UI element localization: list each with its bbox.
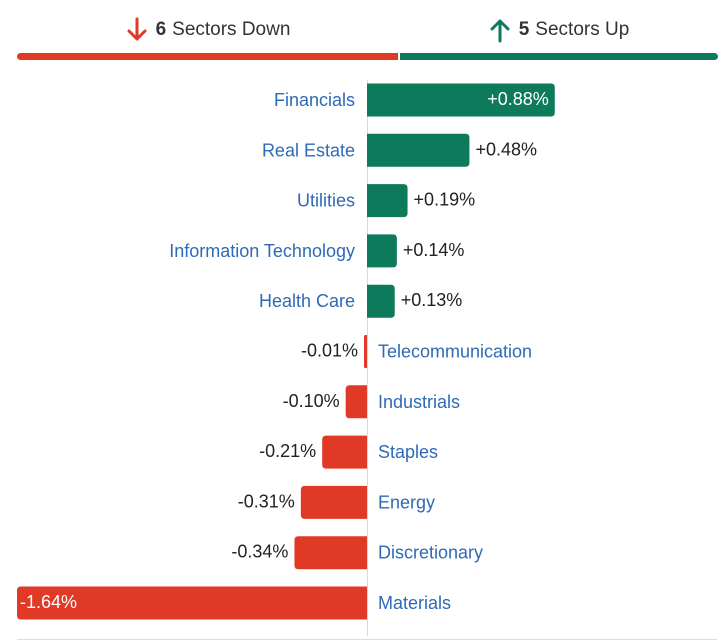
category-label: Health Care: [259, 291, 355, 311]
sectors-down-label: Sectors Down: [172, 19, 291, 40]
bar-telecommunication: [364, 335, 367, 368]
category-label: Staples: [378, 442, 438, 462]
sectors-down-summary: 6 Sectors Down: [17, 12, 399, 48]
bar-information-technology: [367, 234, 397, 268]
value-label: -0.31%: [238, 491, 295, 511]
value-label: -0.01%: [301, 341, 358, 361]
bar-financials: [367, 83, 555, 117]
bar-real-estate: [367, 133, 470, 167]
value-label: -0.21%: [259, 441, 316, 461]
value-label: +0.88%: [487, 89, 549, 109]
value-label: +0.14%: [403, 240, 465, 260]
category-label: Industrials: [378, 392, 460, 412]
bar-health-care: [367, 284, 395, 318]
sectors-down-count: 6: [155, 19, 167, 40]
zero-axis-line: [367, 80, 368, 636]
bar-energy: [300, 485, 367, 519]
bar-discretionary: [294, 536, 367, 570]
value-label: +0.13%: [401, 290, 463, 310]
arrow-down-icon: [127, 17, 147, 41]
category-label: Real Estate: [262, 140, 355, 160]
category-label: Materials: [378, 593, 451, 613]
bar-utilities: [367, 184, 408, 218]
sector-summary: 6 Sectors Down 5 Sectors Up: [0, 12, 728, 48]
value-label: +0.48%: [475, 139, 537, 159]
category-label: Information Technology: [169, 241, 355, 261]
bar-materials: [17, 586, 367, 620]
category-label: Energy: [378, 492, 435, 512]
arrow-up-icon: [490, 19, 510, 43]
value-label: -0.10%: [283, 391, 340, 411]
sectors-up-label: Sectors Up: [535, 19, 630, 40]
sectors-up-count: 5: [518, 19, 530, 40]
sectors-down-bar: [17, 53, 398, 60]
category-label: Telecommunication: [378, 342, 532, 362]
bar-industrials: [345, 385, 367, 419]
category-label: Discretionary: [378, 543, 483, 563]
sectors-up-summary: 5 Sectors Up: [400, 12, 718, 48]
value-label: +0.19%: [414, 190, 476, 210]
sectors-up-bar: [400, 53, 718, 60]
category-label: Financials: [274, 90, 355, 110]
bar-staples: [322, 435, 367, 469]
value-label: -0.34%: [231, 542, 288, 562]
value-label: -1.64%: [20, 592, 77, 612]
category-label: Utilities: [297, 191, 355, 211]
bottom-divider: [17, 639, 717, 640]
